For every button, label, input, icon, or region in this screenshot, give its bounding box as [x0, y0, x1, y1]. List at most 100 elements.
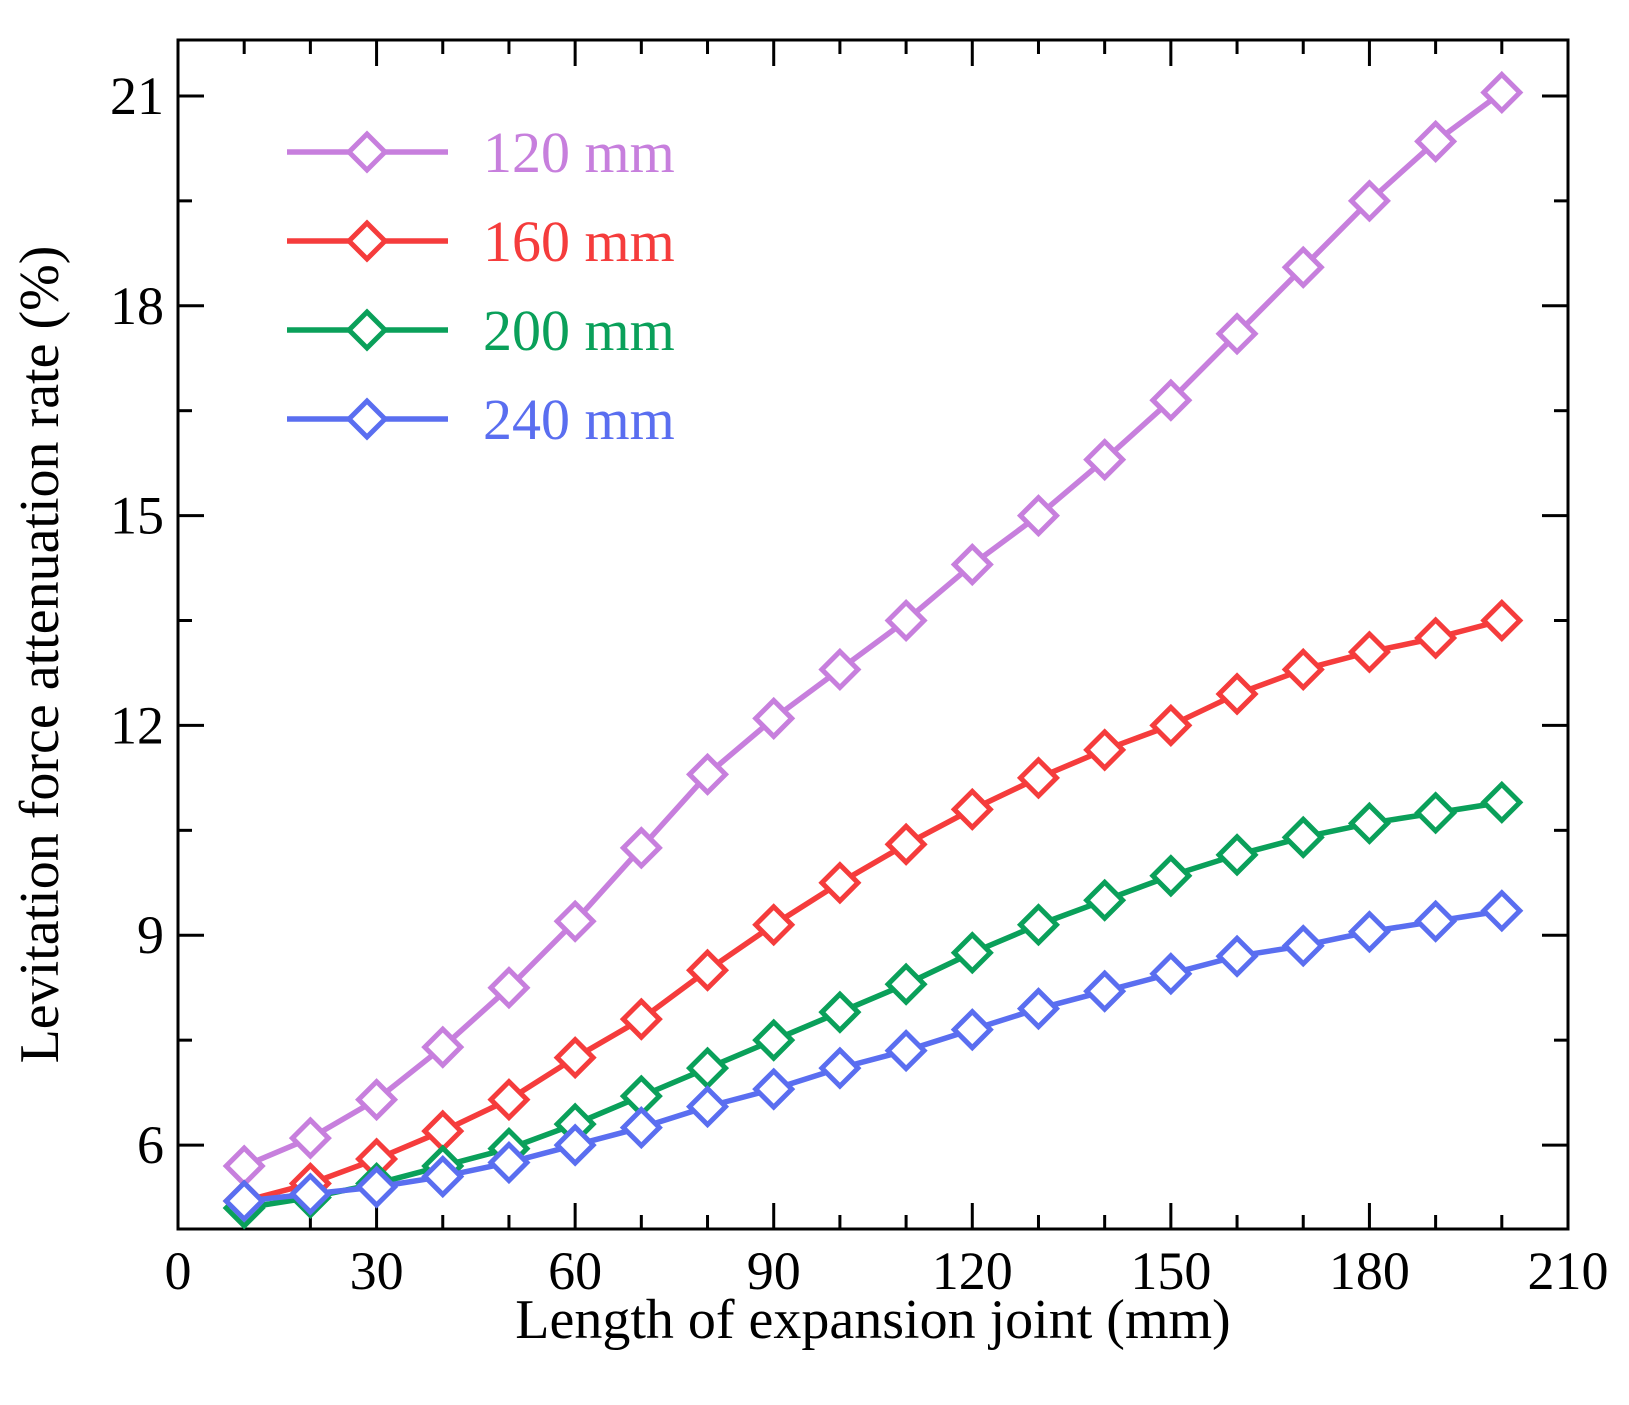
data-point: [1480, 780, 1524, 824]
data-point: [950, 1008, 994, 1052]
data-point: [1480, 598, 1524, 643]
data-point: [1281, 245, 1325, 289]
data-point: [1215, 312, 1259, 356]
data-point: [1480, 889, 1524, 933]
data-point: [752, 1067, 796, 1111]
data-point: [1215, 934, 1259, 978]
data-point: [1281, 647, 1325, 692]
data-point: [619, 997, 663, 1041]
data-point: [487, 966, 531, 1010]
legend-item: 120 mm: [287, 120, 675, 185]
x-tick-label: 180: [1329, 1241, 1410, 1301]
legend-item: 160 mm: [287, 209, 675, 274]
y-axis-title: Levitation force attenuation rate (%): [9, 246, 71, 1064]
data-point: [1083, 878, 1127, 922]
data-point: [619, 826, 663, 870]
axes: 0 30 60 90 120 150 180 210 6 9 12 15 18 21: [110, 38, 1609, 1301]
data-point: [1016, 756, 1061, 800]
data-point: [421, 1155, 465, 1199]
data-point: [1281, 924, 1325, 968]
data-point: [1347, 630, 1391, 674]
data-point: [553, 1123, 597, 1167]
data-point: [1347, 910, 1391, 954]
legend-marker: [345, 130, 389, 174]
x-tick-label: 210: [1528, 1241, 1609, 1301]
data-point: [1083, 728, 1127, 772]
legend-item: 240 mm: [287, 387, 675, 452]
x-tick-label: 90: [747, 1241, 801, 1301]
data-point: [1414, 616, 1458, 660]
legend-marker: [345, 308, 389, 352]
x-axis-title: Length of expansion joint (mm): [515, 1289, 1230, 1351]
data-point: [288, 1172, 332, 1216]
legend-marker: [345, 219, 389, 263]
data-point: [950, 787, 994, 831]
legend-item: 200 mm: [287, 298, 675, 363]
data-point: [288, 1116, 332, 1160]
data-point: [1480, 70, 1524, 114]
series-200-mm: [222, 780, 1524, 1230]
x-tick-label: 120: [932, 1241, 1013, 1301]
data-point: [752, 903, 796, 947]
y-tick-label: 9: [137, 905, 164, 965]
y-tick-label: 15: [110, 486, 164, 546]
data-point: [355, 1165, 399, 1209]
data-point: [222, 1179, 266, 1223]
y-tick-label: 12: [110, 695, 164, 755]
data-point: [1215, 672, 1259, 716]
data-point: [685, 752, 730, 796]
series-160-mm: [222, 598, 1524, 1223]
data-point: [355, 1078, 399, 1122]
plot-frame: [176, 38, 1570, 1231]
legend-marker: [345, 397, 389, 441]
legend-label: 200 mm: [483, 298, 675, 363]
data-point: [884, 962, 928, 1006]
x-tick-label: 30: [350, 1241, 404, 1301]
data-point: [553, 899, 597, 943]
series-120-mm: [222, 70, 1524, 1188]
data-point: [950, 931, 994, 975]
data-point: [752, 1018, 796, 1062]
data-point: [1414, 791, 1458, 835]
x-tick-label: 150: [1130, 1241, 1211, 1301]
data-point: [553, 1036, 597, 1080]
data-point: [487, 1141, 531, 1185]
data-point: [619, 1106, 663, 1150]
x-tick-label: 0: [165, 1241, 192, 1301]
data-point: [818, 990, 862, 1034]
series-line: [243, 90, 1504, 1169]
data-point: [752, 696, 796, 740]
data-point: [1083, 438, 1127, 482]
data-point: [1149, 952, 1193, 996]
data-point: [1347, 179, 1391, 223]
data-point: [818, 861, 862, 905]
series-240-mm: [222, 889, 1524, 1223]
data-point: [1149, 854, 1193, 898]
data-point: [1016, 494, 1061, 538]
data-point: [884, 598, 928, 643]
data-point: [685, 948, 730, 992]
legend-label: 120 mm: [483, 120, 675, 185]
legend-label: 160 mm: [483, 209, 675, 274]
data-point: [1016, 903, 1061, 947]
data-point: [685, 1085, 730, 1129]
data-point: [685, 1046, 730, 1090]
data-point: [1281, 815, 1325, 859]
data-point: [1414, 899, 1458, 943]
y-tick-label: 18: [110, 276, 164, 336]
data-point: [1215, 833, 1259, 877]
data-point: [487, 1078, 531, 1122]
data-point: [818, 1046, 862, 1090]
series-layer: [222, 70, 1524, 1230]
series-line: [243, 617, 1503, 1204]
y-tick-label: 21: [110, 66, 164, 126]
data-point: [222, 1144, 266, 1188]
data-point: [884, 1029, 928, 1073]
data-point: [1016, 987, 1061, 1031]
data-point: [1149, 378, 1193, 422]
legend-label: 240 mm: [483, 387, 675, 452]
x-tick-label: 60: [548, 1241, 602, 1301]
data-point: [1083, 969, 1127, 1013]
data-point: [1149, 703, 1193, 747]
